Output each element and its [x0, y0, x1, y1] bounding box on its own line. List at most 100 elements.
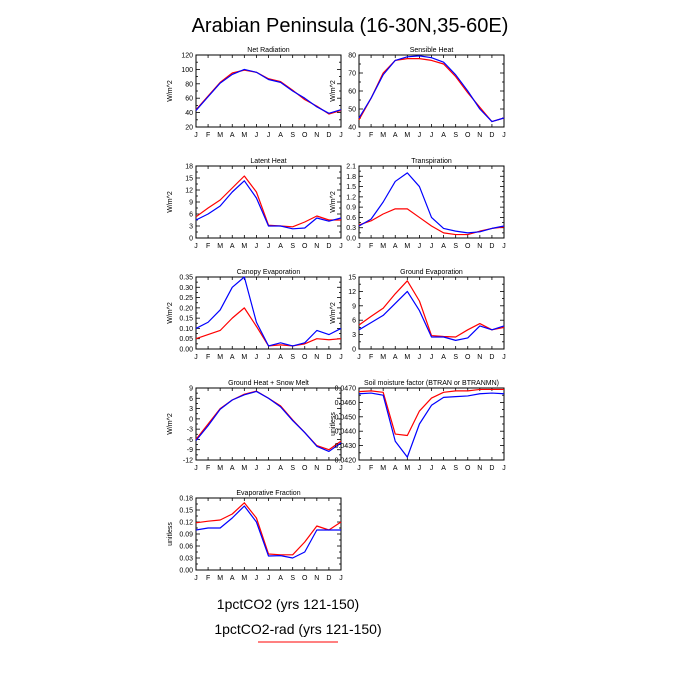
y-tick-label: -6 — [187, 437, 193, 444]
y-tick-label: 100 — [181, 67, 193, 74]
x-tick-label: J — [430, 243, 434, 250]
x-tick-label: S — [290, 575, 295, 582]
plot-frame — [358, 276, 505, 350]
y-tick-label: 15 — [348, 275, 356, 282]
y-tick-label: 80 — [348, 53, 356, 60]
x-tick-label: A — [393, 243, 398, 250]
y-tick-label: 0.6 — [346, 215, 356, 222]
y-tick-label: 120 — [181, 53, 193, 60]
y-axis-label: W/m^2 — [167, 191, 174, 213]
y-tick-label: 80 — [185, 81, 193, 88]
y-tick-label: -12 — [183, 458, 193, 465]
x-tick-label: M — [404, 354, 410, 361]
x-tick-label: J — [267, 354, 271, 361]
x-tick-label: J — [357, 243, 361, 250]
series-line-1pctCO2 — [358, 392, 505, 458]
x-tick-label: N — [477, 243, 482, 250]
chart-panel-4: Transpiration W/m^2 0.0 0.3 0.6 0.9 1.2 1.5 1.8 2… — [330, 158, 506, 250]
chart-panel-9: Evaporative Fraction unitless 0.00 0.03 0.06… — [167, 490, 343, 582]
x-tick-label: J — [418, 132, 422, 139]
x-tick-label: M — [241, 465, 247, 472]
x-tick-label: O — [302, 354, 308, 361]
series-line-1pctCO2 — [358, 55, 505, 123]
y-tick-label: 0.06 — [179, 544, 193, 551]
x-tick-label: N — [477, 465, 482, 472]
x-tick-label: M — [217, 465, 223, 472]
y-tick-label: 0 — [189, 416, 193, 423]
x-tick-label: A — [441, 243, 446, 250]
x-tick-label: D — [326, 575, 331, 582]
x-tick-label: J — [430, 132, 434, 139]
x-tick-label: J — [430, 354, 434, 361]
chart-panel-5: Canopy Evaporation W/m^2 0.00 0.05 0.10 0.15 0… — [167, 269, 343, 361]
y-tick-label: 0.9 — [346, 205, 356, 212]
x-tick-label: A — [441, 354, 446, 361]
y-tick-label: -3 — [187, 427, 193, 434]
y-tick-label: 6 — [189, 212, 193, 219]
x-tick-label: J — [339, 575, 343, 582]
x-tick-label: N — [314, 243, 319, 250]
series-line-1pctCO2 — [195, 505, 341, 559]
y-tick-label: 12 — [185, 188, 193, 195]
x-tick-label: M — [404, 243, 410, 250]
x-tick-label: F — [206, 465, 210, 472]
y-tick-label: 2.1 — [346, 164, 356, 171]
x-tick-label: N — [314, 354, 319, 361]
y-tick-label: 0 — [352, 347, 356, 354]
y-tick-label: 0.03 — [179, 556, 193, 563]
x-tick-label: J — [339, 354, 343, 361]
legend: 1pctCO2 (yrs 121-150) 1pctCO2-rad (yrs 1… — [214, 596, 382, 643]
y-tick-label: 3 — [189, 406, 193, 413]
x-tick-label: D — [326, 132, 331, 139]
x-tick-label: F — [206, 354, 210, 361]
x-tick-label: J — [267, 465, 271, 472]
x-tick-label: F — [369, 243, 373, 250]
x-tick-label: J — [194, 575, 198, 582]
y-tick-label: -9 — [187, 447, 193, 454]
x-tick-label: J — [357, 354, 361, 361]
legend-label-1pctCO2: 1pctCO2 (yrs 121-150) — [217, 596, 359, 612]
x-tick-label: S — [453, 132, 458, 139]
x-tick-label: J — [430, 465, 434, 472]
x-tick-label: A — [393, 465, 398, 472]
x-tick-label: S — [290, 465, 295, 472]
y-tick-label: 20 — [185, 125, 193, 132]
y-tick-label: 3 — [352, 332, 356, 339]
y-tick-label: 9 — [189, 200, 193, 207]
x-tick-label: M — [380, 243, 386, 250]
y-tick-label: 9 — [189, 386, 193, 393]
plot-frame — [358, 54, 505, 128]
x-tick-label: N — [314, 465, 319, 472]
y-tick-label: 0.0460 — [335, 400, 357, 407]
series-line-1pctCO2 — [195, 390, 342, 453]
y-tick-label: 0.35 — [179, 275, 193, 282]
x-tick-label: J — [502, 465, 506, 472]
x-tick-label: J — [255, 243, 259, 250]
x-tick-label: O — [302, 575, 308, 582]
series-line-1pctCO2 — [358, 290, 505, 341]
x-tick-label: A — [393, 354, 398, 361]
y-tick-label: 15 — [185, 176, 193, 183]
x-tick-label: D — [489, 132, 494, 139]
x-tick-label: M — [217, 354, 223, 361]
y-tick-label: 0.10 — [179, 326, 193, 333]
x-tick-label: F — [206, 132, 210, 139]
y-tick-label: 0.25 — [179, 295, 193, 302]
x-tick-label: A — [278, 132, 283, 139]
series-line-1pctCO2 — [195, 276, 342, 347]
x-tick-label: J — [339, 243, 343, 250]
x-tick-label: M — [380, 354, 386, 361]
x-tick-label: J — [418, 354, 422, 361]
x-tick-label: D — [326, 243, 331, 250]
x-tick-label: D — [326, 354, 331, 361]
x-tick-label: M — [241, 132, 247, 139]
y-tick-label: 3 — [189, 224, 193, 231]
x-tick-label: N — [314, 575, 319, 582]
x-tick-label: J — [418, 243, 422, 250]
x-tick-label: J — [357, 465, 361, 472]
series-line-1pctCO2 — [358, 172, 505, 234]
y-tick-label: 0.09 — [179, 532, 193, 539]
x-tick-label: J — [194, 354, 198, 361]
